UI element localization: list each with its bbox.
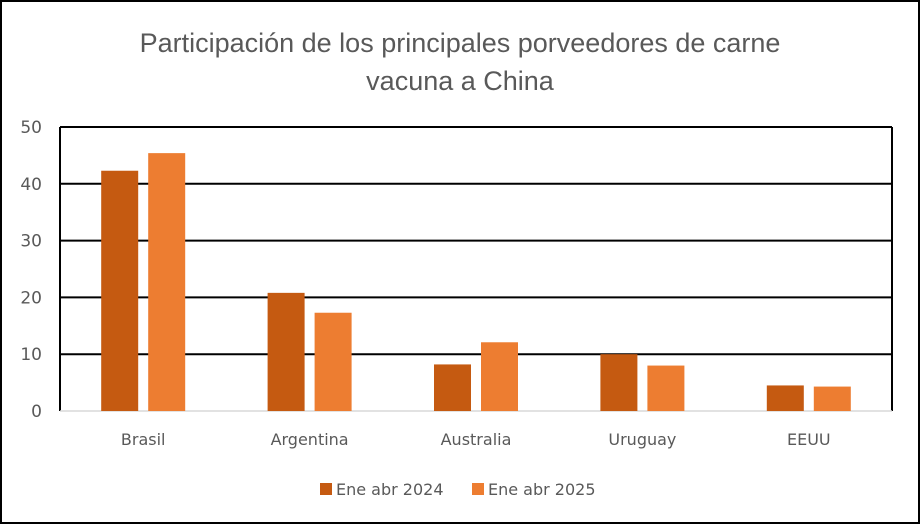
bar-argentina-2 [314,312,352,411]
bar-uruguay-1 [600,354,638,411]
y-tick-label: 20 [20,288,42,308]
y-tick-label: 50 [20,118,42,138]
x-tick-label: Argentina [271,430,349,449]
bar-brasil-2 [148,153,186,412]
legend-label: Ene abr 2024 [336,480,444,499]
bar-australia-1 [434,364,471,411]
y-tick-label: 0 [31,402,42,422]
y-tick-label: 10 [20,345,42,365]
chart-title-line-2: vacuna a China [366,66,554,96]
y-tick-label: 30 [20,232,42,252]
x-tick-label: EEUU [787,430,831,449]
x-tick-label: Uruguay [608,430,676,449]
y-tick-label: 40 [20,175,42,195]
x-tick-label: Brasil [121,430,166,449]
chart-title: Participación de los principales porveed… [2,24,918,100]
legend-label: Ene abr 2025 [488,480,596,499]
chart-title-line-1: Participación de los principales porveed… [139,28,781,58]
legend-swatch [320,483,332,495]
bar-brasil-1 [101,170,139,411]
bar-argentina-1 [267,292,305,411]
bar-uruguay-2 [647,365,685,411]
bar-eeuu-1 [766,385,804,411]
bar-eeuu-2 [813,386,851,411]
bar-australia-2 [481,342,518,411]
x-tick-label: Australia [441,430,512,449]
legend-swatch [472,483,484,495]
